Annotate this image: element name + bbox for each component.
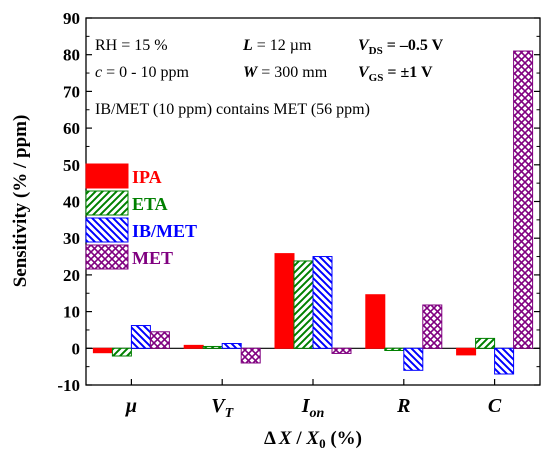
- y-tick-label: 20: [63, 266, 80, 285]
- bar-eta-1: [202, 345, 223, 349]
- y-tick-label: 70: [63, 82, 80, 101]
- legend-swatch-ipa: [85, 163, 129, 189]
- bar-eta-3: [384, 347, 405, 352]
- bar-met-0: [149, 331, 170, 349]
- y-tick-label: 40: [63, 193, 80, 212]
- bar-eta-0: [111, 347, 132, 357]
- width-annotation: W = 300 mm: [243, 64, 328, 81]
- length-annotation: L = 12 µm: [242, 37, 312, 54]
- x-tick-label: C: [488, 395, 502, 417]
- legend-label: IB/MET: [132, 221, 197, 241]
- x-tick-label: R: [396, 395, 410, 417]
- legend-label: IPA: [132, 167, 162, 187]
- bars-layer: [92, 50, 534, 375]
- legend: IPA ETA IB/MET MET: [85, 163, 197, 270]
- bar-met-3: [422, 304, 443, 349]
- bar-ipa-3: [365, 294, 386, 349]
- y-tick-label: 30: [63, 229, 80, 248]
- legend-swatch-met: [85, 244, 129, 270]
- rh-annotation: RH = 15 %: [95, 37, 168, 54]
- x-tick-label: VT: [211, 395, 234, 421]
- y-tick-label: 10: [63, 303, 80, 322]
- vgs-annotation: VGS = ±1 V: [358, 64, 433, 84]
- bar-met-4: [513, 50, 534, 349]
- bar-ib-met-4: [494, 347, 515, 375]
- bar-ipa-2: [274, 253, 295, 349]
- bar-eta-4: [475, 337, 496, 349]
- annotations: RH = 15 % c = 0 - 10 ppm L = 12 µm W = 3…: [95, 37, 444, 118]
- bar-ib-met-3: [403, 347, 424, 371]
- bar-ipa-4: [456, 347, 477, 356]
- x-tick-label: Ion: [301, 395, 325, 421]
- legend-label: ETA: [132, 194, 168, 214]
- bar-ib-met-2: [312, 256, 333, 349]
- y-tick-label: 0: [72, 339, 81, 358]
- y-tick-label: 60: [63, 119, 80, 138]
- legend-label: MET: [132, 248, 173, 268]
- x-tick-label: μ: [125, 395, 137, 417]
- y-tick-label: 80: [63, 46, 80, 65]
- composition-note: IB/MET (10 ppm) contains MET (56 ppm): [95, 101, 370, 118]
- legend-swatch-eta: [85, 190, 129, 216]
- legend-swatch-ib-met: [85, 217, 129, 243]
- y-axis-label: Sensitivity (% / ppm): [10, 115, 31, 288]
- bar-ib-met-1: [221, 343, 242, 349]
- concentration-annotation: c = 0 - 10 ppm: [95, 64, 189, 81]
- bar-met-1: [240, 347, 261, 364]
- y-tick-label: -10: [57, 376, 80, 395]
- bar-ib-met-0: [130, 325, 151, 349]
- bar-ipa-1: [183, 344, 204, 349]
- vds-annotation: VDS = –0.5 V: [358, 37, 444, 57]
- bar-eta-2: [293, 260, 314, 349]
- bar-met-2: [331, 347, 352, 354]
- y-tick-label: 90: [63, 9, 80, 28]
- y-tick-label: 50: [63, 156, 80, 175]
- bar-ipa-0: [92, 347, 113, 354]
